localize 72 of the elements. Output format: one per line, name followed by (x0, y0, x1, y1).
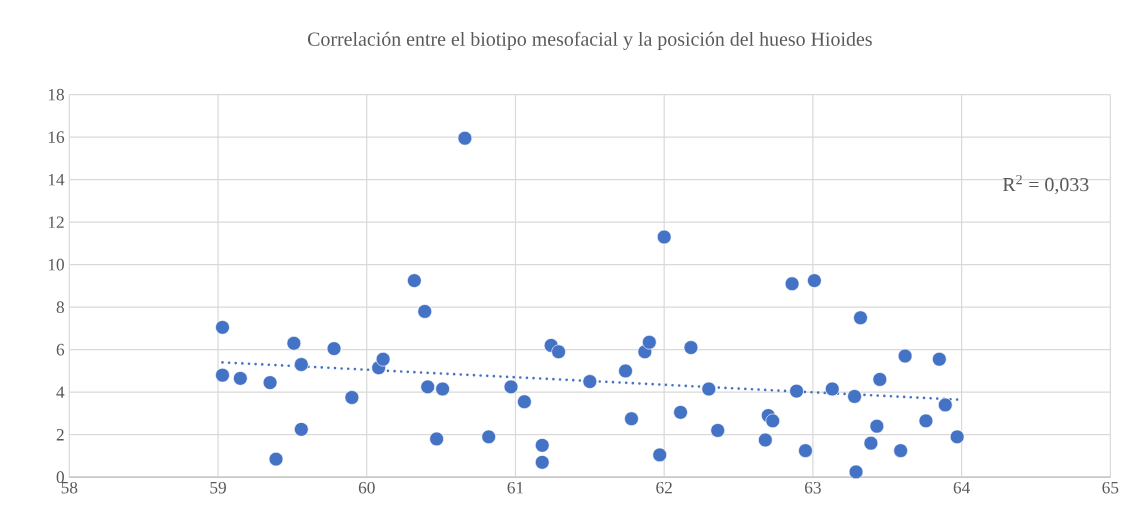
point (642, 335, 657, 350)
point (932, 352, 947, 367)
x-tick-label: 60 (358, 481, 375, 494)
point (417, 304, 433, 319)
point (326, 341, 342, 356)
point (949, 429, 965, 445)
point (847, 389, 862, 404)
point (534, 455, 550, 470)
point (618, 363, 633, 379)
annotation: R$^{2}$ = 0,033 (1002, 175, 1089, 195)
point (784, 276, 800, 292)
point (551, 344, 566, 360)
point (344, 390, 360, 405)
chart-title: Correlación entre el biotipo mesofacial y la posición del hueso Hioides (307, 31, 872, 51)
y-tick-label: 4 (56, 386, 65, 398)
point (824, 381, 840, 397)
point (481, 429, 496, 445)
point (215, 320, 230, 335)
point (262, 375, 278, 390)
point (848, 464, 864, 480)
point (673, 405, 688, 420)
y-tick-label: 18 (48, 88, 64, 101)
y-tick-label: 8 (56, 301, 64, 314)
x-tick-label: 65 (1102, 481, 1119, 494)
point (656, 229, 672, 245)
y-tick-label: 12 (48, 216, 64, 228)
y-tick-label: 10 (48, 258, 64, 271)
point (420, 379, 435, 395)
y-tick-label: 0 (56, 471, 64, 484)
x-tick-label: 62 (656, 481, 672, 494)
point (429, 431, 444, 447)
x-tick-label: 59 (210, 481, 226, 494)
point (435, 381, 450, 397)
point (683, 340, 699, 355)
point (701, 381, 717, 397)
point (652, 447, 667, 463)
point (624, 411, 639, 427)
y-tick-label: 2 (56, 429, 64, 441)
point (294, 422, 309, 437)
x-tick-label: 63 (805, 481, 821, 494)
point (233, 371, 248, 386)
x-tick-label: 64 (953, 481, 970, 494)
point (534, 438, 550, 453)
y-tick-label: 16 (48, 131, 65, 144)
point (869, 419, 885, 434)
point (893, 443, 908, 458)
point (789, 383, 804, 399)
point (286, 336, 302, 351)
point (375, 352, 391, 367)
point (872, 372, 888, 387)
point (765, 413, 781, 429)
point (407, 273, 422, 288)
point (503, 379, 519, 395)
point (853, 310, 868, 326)
point (710, 423, 725, 438)
point (798, 443, 813, 458)
point (918, 413, 934, 429)
point (807, 273, 822, 288)
point (294, 357, 309, 372)
point (457, 131, 473, 146)
point (758, 432, 773, 448)
point (268, 451, 284, 467)
point (938, 397, 953, 413)
point (863, 436, 879, 451)
y-tick-label: 14 (48, 174, 65, 186)
point (897, 348, 913, 364)
x-tick-label: 58 (61, 481, 78, 494)
x-tick-label: 61 (507, 481, 524, 494)
point (215, 367, 230, 383)
point (582, 374, 598, 389)
y-tick-label: 6 (56, 343, 65, 356)
point (517, 394, 532, 410)
